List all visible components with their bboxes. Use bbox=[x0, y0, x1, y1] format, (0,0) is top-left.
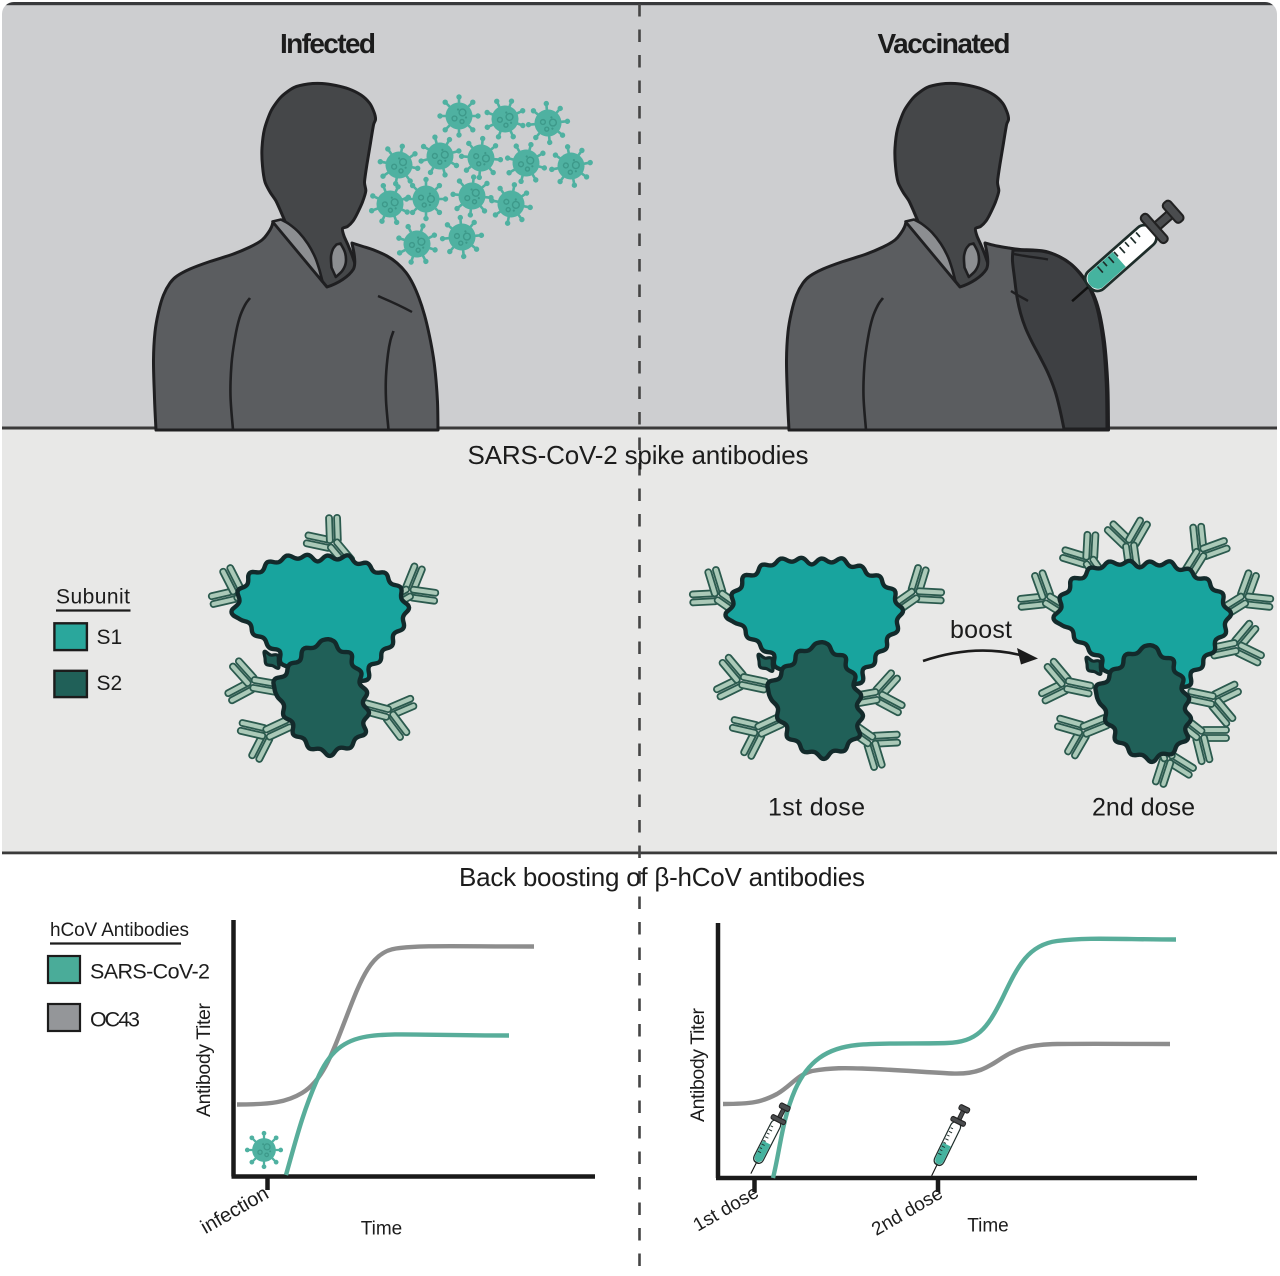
svg-text:Vaccinated: Vaccinated bbox=[878, 28, 1011, 59]
svg-text:Time: Time bbox=[361, 1219, 403, 1240]
svg-text:SARS-CoV-2 spike antibodies: SARS-CoV-2 spike antibodies bbox=[468, 440, 809, 470]
svg-text:Subunit: Subunit bbox=[56, 586, 130, 609]
svg-text:Back boosting of β-hCoV antibo: Back boosting of β-hCoV antibodies bbox=[459, 862, 865, 892]
svg-text:1st dose: 1st dose bbox=[768, 794, 865, 822]
svg-text:Antibody Titer: Antibody Titer bbox=[193, 1003, 215, 1118]
svg-text:S1: S1 bbox=[97, 626, 123, 649]
svg-text:Infected: Infected bbox=[280, 28, 376, 59]
svg-text:OC43: OC43 bbox=[90, 1008, 140, 1032]
svg-text:hCoV Antibodies: hCoV Antibodies bbox=[50, 920, 189, 941]
svg-text:SARS-CoV-2: SARS-CoV-2 bbox=[90, 960, 210, 984]
svg-text:boost: boost bbox=[950, 616, 1012, 644]
svg-text:Antibody Titer: Antibody Titer bbox=[687, 1008, 709, 1123]
svg-text:Time: Time bbox=[967, 1216, 1009, 1237]
svg-text:2nd dose: 2nd dose bbox=[1092, 794, 1195, 822]
svg-text:S2: S2 bbox=[97, 672, 123, 695]
